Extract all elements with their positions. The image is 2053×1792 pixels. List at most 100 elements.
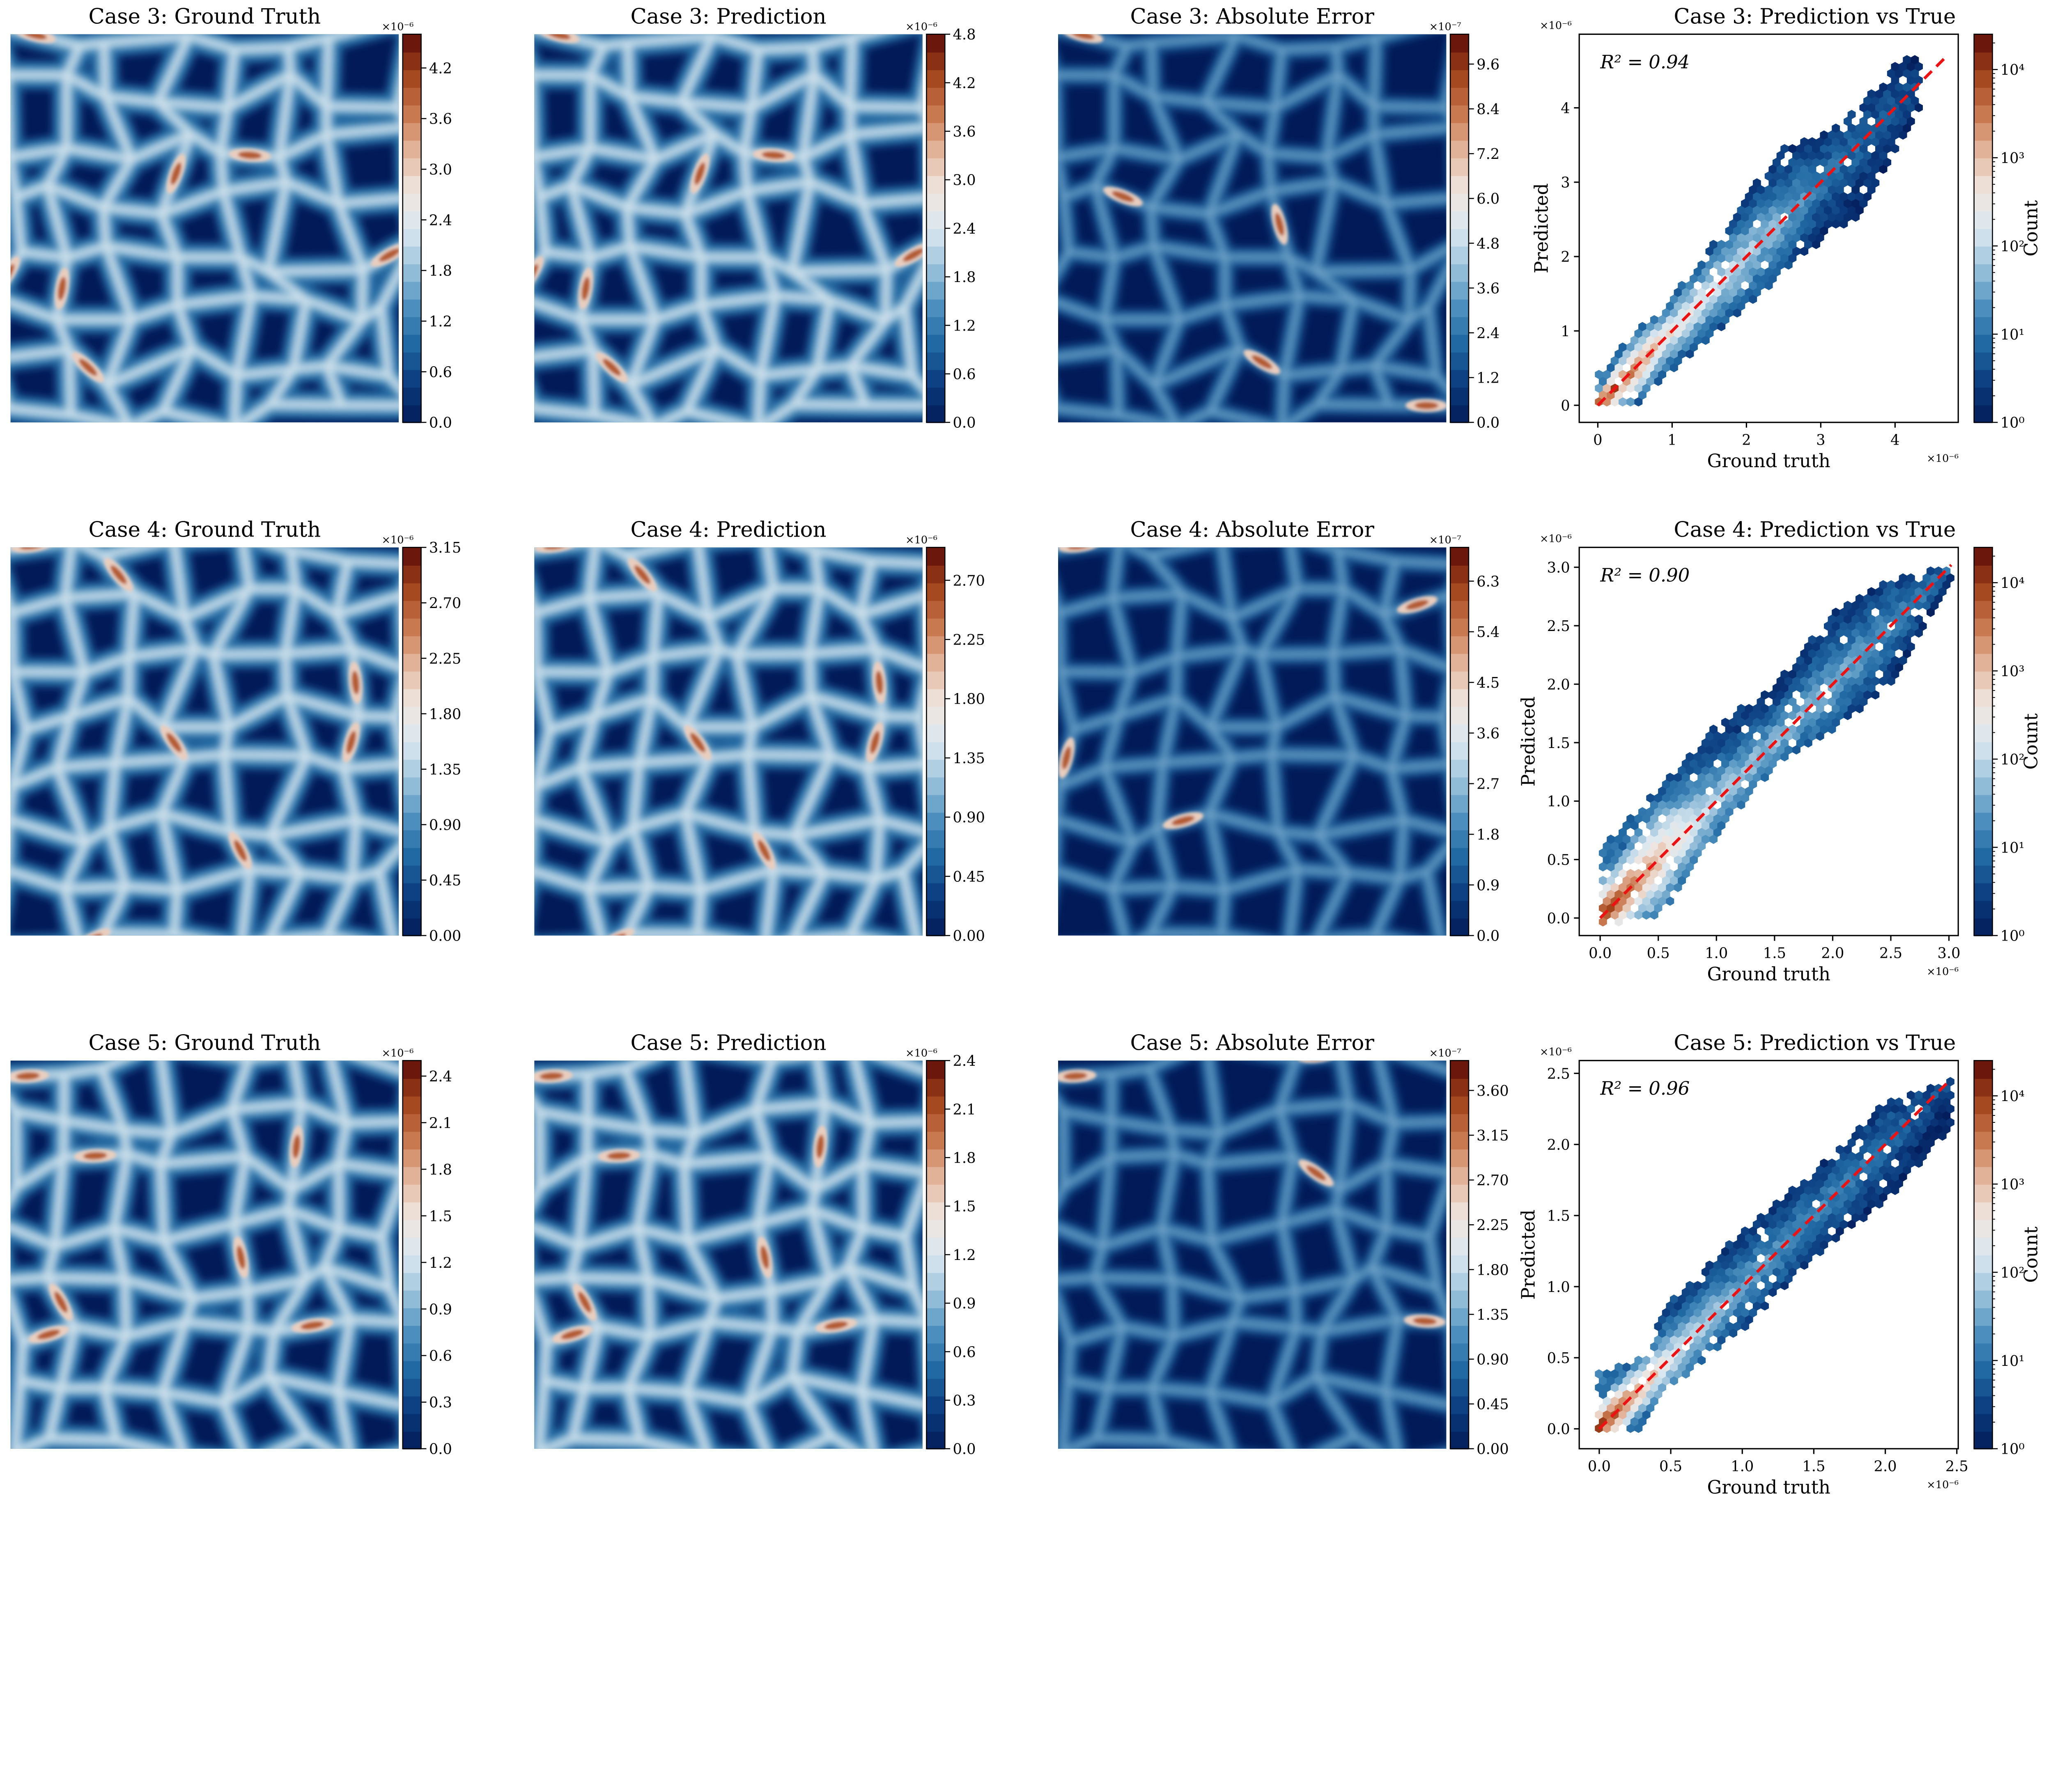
hexbin-cell [1646,1403,1655,1413]
hexbin-cell [1792,219,1800,229]
hexbin-cell [1867,185,1876,195]
colorbar-band [402,52,421,70]
vein [745,751,758,835]
hexbin-cell [1729,287,1738,297]
hexbin-cell [1828,212,1836,222]
vein [1286,255,1318,273]
vein [847,103,923,111]
vein [1148,547,1194,558]
hexbin-cell [1887,123,1895,133]
vein [790,366,821,408]
colorbar-band [1974,175,1993,194]
hexbin-cell [1737,205,1745,215]
hexbin-cell [1788,711,1797,720]
colorbar-band [1974,158,1993,176]
hexbin-cell [1784,246,1793,256]
hexbin-cell [1820,130,1828,140]
vein [1058,1255,1061,1288]
hexbin-cell [1942,580,1951,590]
vein [1316,402,1391,407]
colorbar-frame [1973,547,1993,936]
vein [1370,1227,1389,1269]
vein [678,34,716,106]
hexbin-cell [1906,615,1915,624]
colorbar-band [926,158,945,176]
hotspot [534,547,576,553]
hexbin-cell [1752,260,1761,270]
vein [1341,587,1386,617]
hotspot-core [238,151,262,159]
colorbar-tick-label: 2.4 [1477,325,1500,342]
hexbin-cell [1701,766,1710,776]
hexbin-cell [1626,1369,1635,1379]
vein [1370,931,1399,936]
hexbin-cell [1839,676,1848,686]
vein [335,1316,354,1395]
vein [624,156,659,211]
hexbin-cell [1690,1356,1698,1365]
hexbin-cell [1812,725,1821,734]
vein [160,408,221,422]
vein [245,1325,278,1335]
hexbin-cell [1871,663,1880,672]
colorbar-band [1974,724,1993,742]
hexbin-cell [1741,212,1749,222]
hexbin-cell [1911,69,1919,78]
vein [585,883,653,892]
ideal-fit-line [1596,55,1948,406]
hexbin-cell [1776,718,1785,727]
vein [534,600,539,617]
hexbin-cell [1887,580,1895,590]
hotspot-core [540,1072,564,1080]
vein [1320,1278,1356,1333]
vein [1171,885,1227,892]
vein [1058,576,1070,624]
vein [1435,1286,1447,1314]
vein [694,887,705,936]
hotspot-core [1042,1239,1052,1264]
colorbar-band [1450,882,1469,901]
colorbar-band [1974,688,1993,707]
hexbin-cell [1879,676,1888,686]
colorbar-band [402,1413,421,1432]
hexbin-cell [1863,96,1872,106]
hexbin-cell [1634,1423,1643,1433]
hexbin-cell [1906,89,1915,99]
field-panel: Case 5: Ground Truth0.00.30.60.91.21.51.… [10,1031,452,1458]
vein [1151,95,1181,161]
hexbin-cell [1859,103,1868,112]
vein [1058,766,1107,788]
hexbin-cell [1662,308,1670,318]
vein [515,946,604,950]
vein [1288,940,1316,947]
hexbin-cell [1800,178,1809,188]
hexbin-cell [1796,144,1805,154]
vein [1153,346,1241,387]
hexbin-cell [1607,1376,1615,1386]
colorbar-tick-label: 0.6 [429,1348,452,1365]
hexbin-cell [1638,335,1647,345]
vein [780,932,799,936]
vein [1061,184,1097,199]
vein [1180,592,1234,620]
colorbar-band [926,547,945,566]
hexbin-cell [1626,369,1635,379]
hexbin-cell [1903,621,1911,631]
hexbin-cell [1772,158,1781,167]
colorbar-tick-label: 0.00 [953,928,985,945]
hexbin-cell [1757,253,1765,263]
hexbin-cell [1725,738,1734,748]
hexbin-cell [1622,1376,1631,1386]
vein [1101,1155,1113,1248]
colorbar-band [1450,1202,1469,1220]
hexbin-cell [1752,287,1761,297]
hexbin-cell [1871,594,1880,603]
hexbin-cell [1642,1356,1651,1365]
vein [808,1186,819,1214]
colorbar-tick-label: 2.4 [429,212,452,229]
hexbin-cell [1595,1410,1603,1420]
colorbar-tick-label: 10¹ [2000,326,2025,343]
hexbin-cell [1855,594,1864,603]
hexbin-cell [1875,89,1883,99]
